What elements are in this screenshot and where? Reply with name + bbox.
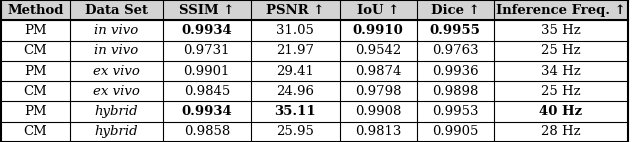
Text: 35 Hz: 35 Hz: [541, 24, 581, 37]
Text: Data Set: Data Set: [85, 4, 148, 17]
Text: 0.9953: 0.9953: [432, 105, 478, 118]
Text: 25 Hz: 25 Hz: [541, 44, 581, 57]
Text: 0.9905: 0.9905: [432, 125, 478, 138]
Text: 25.95: 25.95: [276, 125, 314, 138]
Text: 0.9936: 0.9936: [432, 64, 479, 78]
Text: 21.97: 21.97: [276, 44, 314, 57]
Text: 0.9901: 0.9901: [184, 64, 230, 78]
Text: 0.9898: 0.9898: [432, 85, 478, 98]
Text: CM: CM: [24, 44, 47, 57]
Text: 40 Hz: 40 Hz: [540, 105, 582, 118]
Text: Inference Freq. ↑: Inference Freq. ↑: [496, 4, 626, 17]
Text: 0.9874: 0.9874: [355, 64, 401, 78]
Text: 0.9934: 0.9934: [181, 105, 232, 118]
Text: hybrid: hybrid: [95, 105, 138, 118]
Text: 25 Hz: 25 Hz: [541, 85, 581, 98]
Text: 0.9542: 0.9542: [355, 44, 401, 57]
Text: IoU ↑: IoU ↑: [357, 4, 399, 17]
Text: 28 Hz: 28 Hz: [541, 125, 581, 138]
Text: 0.9858: 0.9858: [184, 125, 230, 138]
Text: 0.9955: 0.9955: [429, 24, 481, 37]
Text: 0.9798: 0.9798: [355, 85, 401, 98]
Text: 35.11: 35.11: [275, 105, 316, 118]
Text: in vivo: in vivo: [94, 24, 138, 37]
Text: hybrid: hybrid: [95, 125, 138, 138]
Text: PSNR ↑: PSNR ↑: [266, 4, 324, 17]
Text: SSIM ↑: SSIM ↑: [179, 4, 234, 17]
Text: PM: PM: [24, 64, 47, 78]
Text: 34 Hz: 34 Hz: [541, 64, 581, 78]
Text: 0.9934: 0.9934: [181, 24, 232, 37]
Bar: [1, 0, 628, 20]
Text: 0.9763: 0.9763: [432, 44, 479, 57]
Text: 31.05: 31.05: [276, 24, 314, 37]
Text: Dice ↑: Dice ↑: [431, 4, 479, 17]
Text: 0.9910: 0.9910: [353, 24, 403, 37]
Text: 0.9908: 0.9908: [355, 105, 401, 118]
Text: ex vivo: ex vivo: [93, 85, 140, 98]
Text: 0.9731: 0.9731: [184, 44, 230, 57]
Text: 29.41: 29.41: [276, 64, 314, 78]
Text: 0.9845: 0.9845: [184, 85, 230, 98]
Text: in vivo: in vivo: [94, 44, 138, 57]
Text: 0.9813: 0.9813: [355, 125, 401, 138]
Text: PM: PM: [24, 24, 47, 37]
Text: 24.96: 24.96: [276, 85, 314, 98]
Text: ex vivo: ex vivo: [93, 64, 140, 78]
Text: PM: PM: [24, 105, 47, 118]
Text: Method: Method: [7, 4, 63, 17]
Text: CM: CM: [24, 125, 47, 138]
Text: CM: CM: [24, 85, 47, 98]
